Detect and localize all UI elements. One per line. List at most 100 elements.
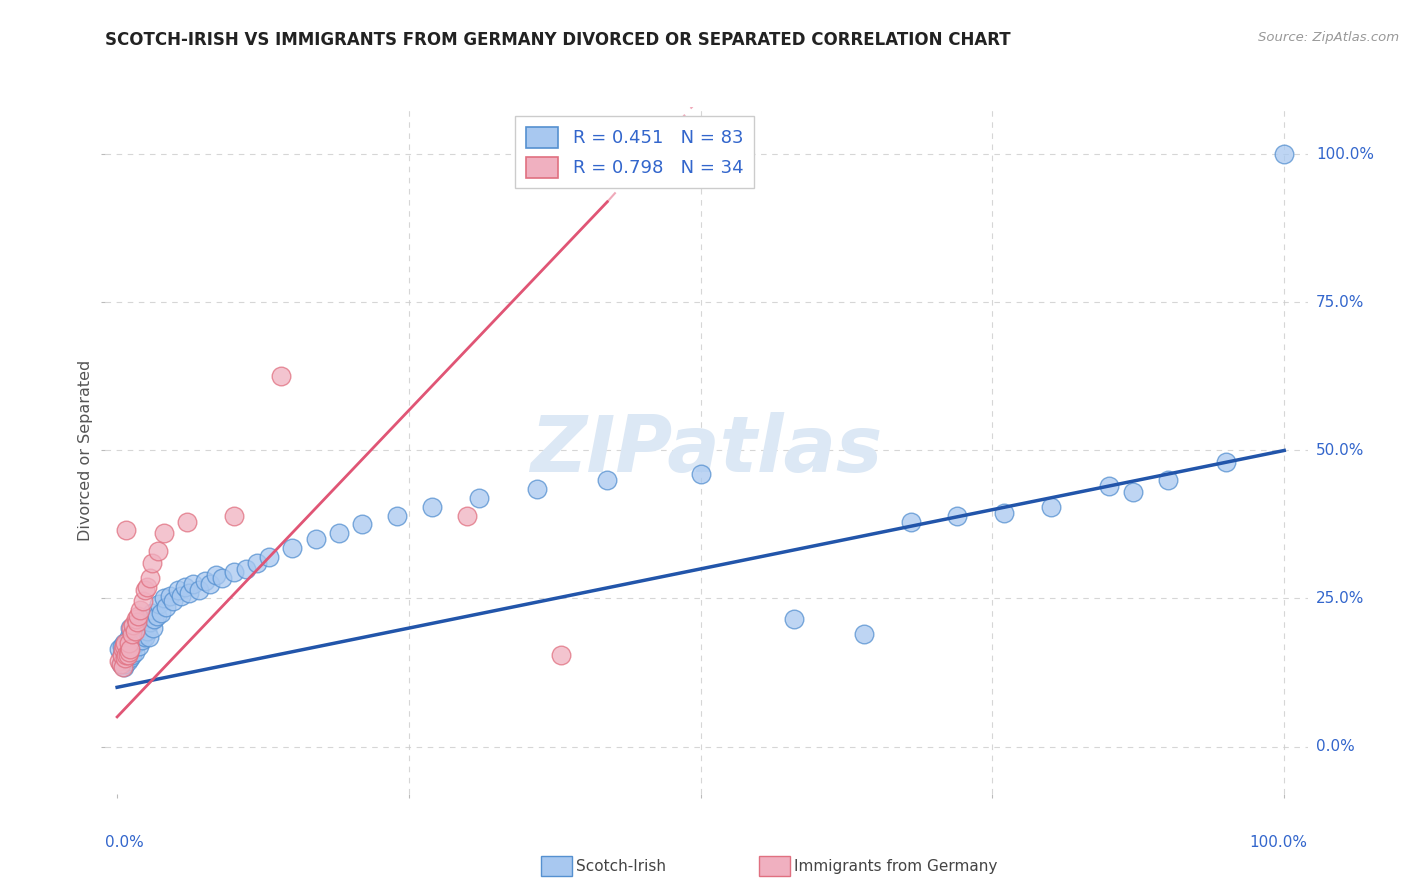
Point: [222, 565, 245, 579]
Point: [136, 580, 159, 594]
Point: [146, 609, 169, 624]
Point: [132, 621, 155, 635]
Text: 0.0%: 0.0%: [1316, 739, 1354, 754]
Point: [246, 556, 269, 570]
Point: [134, 582, 156, 597]
Point: [112, 636, 135, 650]
Point: [124, 624, 146, 638]
Point: [127, 609, 149, 624]
Point: [125, 612, 148, 626]
Point: [121, 648, 143, 662]
Point: [1098, 479, 1121, 493]
Point: [270, 369, 292, 384]
Point: [1039, 500, 1062, 514]
Y-axis label: Divorced or Separated: Divorced or Separated: [77, 359, 93, 541]
Point: [124, 645, 146, 659]
Point: [148, 598, 170, 612]
Point: [117, 654, 139, 668]
Point: [125, 615, 148, 630]
Point: [112, 659, 135, 673]
Point: [155, 600, 177, 615]
Point: [129, 615, 152, 630]
Point: [420, 500, 443, 514]
Point: [117, 648, 139, 662]
Point: [120, 645, 142, 659]
Point: [108, 641, 131, 656]
Point: [1121, 484, 1143, 499]
Point: [132, 627, 155, 641]
Point: [550, 648, 572, 662]
Point: [783, 612, 806, 626]
Point: [200, 576, 222, 591]
Point: [456, 508, 478, 523]
Point: [1272, 147, 1295, 161]
Point: [139, 571, 162, 585]
Text: 100.0%: 100.0%: [1250, 836, 1308, 850]
Text: Scotch-Irish: Scotch-Irish: [576, 859, 666, 873]
Point: [120, 630, 142, 644]
Point: [139, 615, 162, 630]
Point: [173, 580, 195, 594]
Point: [136, 624, 159, 638]
Point: [118, 621, 141, 635]
Point: [125, 636, 148, 650]
Point: [222, 508, 245, 523]
Point: [689, 467, 711, 482]
Point: [111, 645, 134, 659]
Point: [127, 630, 149, 644]
Point: [387, 508, 409, 523]
Point: [205, 567, 228, 582]
Point: [1156, 473, 1178, 487]
Point: [142, 621, 165, 635]
Point: [111, 648, 134, 662]
Point: [115, 650, 138, 665]
Point: [112, 639, 135, 653]
Point: [211, 571, 233, 585]
Point: [166, 582, 188, 597]
Point: [150, 607, 173, 621]
Point: [141, 556, 163, 570]
Point: [187, 582, 209, 597]
Point: [108, 654, 131, 668]
Point: [257, 549, 280, 564]
Text: Source: ZipAtlas.com: Source: ZipAtlas.com: [1258, 31, 1399, 45]
Point: [162, 594, 184, 608]
Point: [111, 659, 134, 673]
Point: [900, 515, 922, 529]
Point: [114, 650, 136, 665]
Point: [176, 515, 198, 529]
Point: [117, 632, 139, 647]
Point: [304, 533, 326, 547]
Point: [114, 636, 136, 650]
Point: [115, 639, 138, 653]
Point: [110, 657, 132, 671]
Point: [115, 648, 138, 662]
Point: [170, 589, 193, 603]
Point: [135, 612, 157, 626]
Point: [129, 603, 152, 617]
Point: [118, 641, 141, 656]
Point: [179, 585, 201, 599]
Point: [118, 636, 141, 650]
Point: [138, 630, 160, 644]
Point: [1215, 455, 1237, 469]
Point: [118, 648, 141, 662]
Point: [128, 639, 150, 653]
Point: [115, 524, 138, 538]
Legend: R = 0.451   N = 83, R = 0.798   N = 34: R = 0.451 N = 83, R = 0.798 N = 34: [515, 116, 754, 188]
Point: [352, 517, 374, 532]
Point: [526, 482, 548, 496]
Point: [114, 657, 136, 671]
Point: [159, 589, 181, 603]
Point: [146, 544, 169, 558]
Point: [153, 526, 176, 541]
Point: [114, 641, 136, 656]
Point: [131, 632, 153, 647]
Point: [110, 657, 132, 671]
Point: [132, 594, 155, 608]
Text: 0.0%: 0.0%: [105, 836, 145, 850]
Point: [134, 630, 156, 644]
Point: [946, 508, 969, 523]
Point: [328, 526, 350, 541]
Point: [118, 650, 141, 665]
